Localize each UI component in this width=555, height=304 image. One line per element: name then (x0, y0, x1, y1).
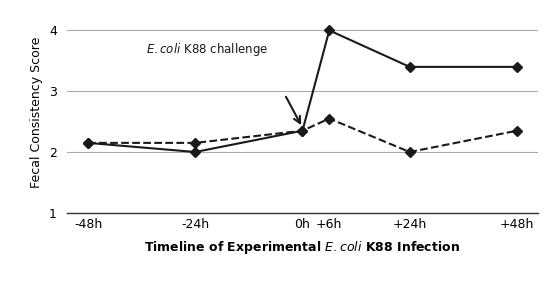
X-axis label: Timeline of Experimental $\it{E. coli}$ K88 Infection: Timeline of Experimental $\it{E. coli}$ … (144, 239, 461, 256)
Text: $\it{E. coli}$ K88 challenge: $\it{E. coli}$ K88 challenge (146, 41, 268, 58)
Y-axis label: Fecal Consistency Score: Fecal Consistency Score (31, 37, 43, 188)
